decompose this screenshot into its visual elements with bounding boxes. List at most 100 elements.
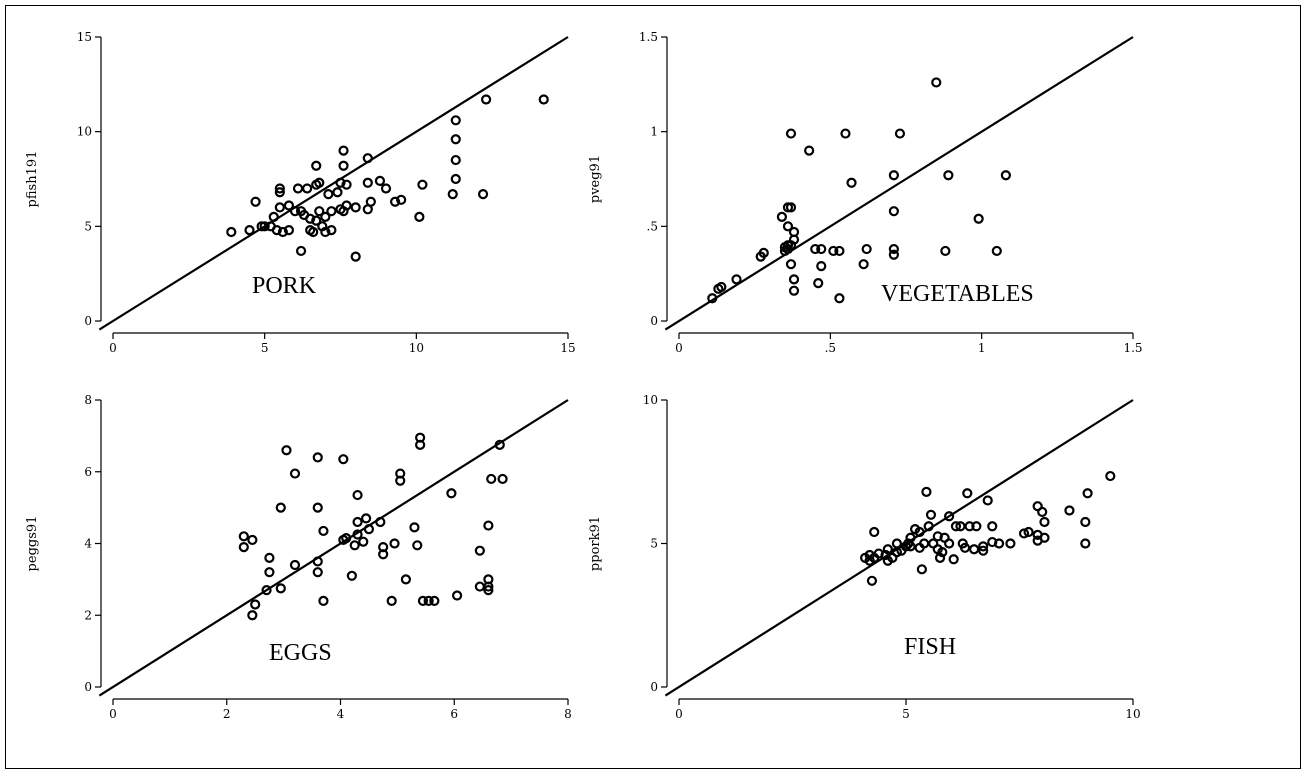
- data-point: [971, 521, 982, 532]
- data-point: [338, 145, 349, 156]
- data-point: [409, 522, 420, 533]
- data-point: [788, 226, 800, 238]
- y-axis-label: ppork91: [588, 516, 603, 571]
- data-point: [274, 183, 285, 194]
- data-point: [1037, 506, 1048, 518]
- data-point: [338, 454, 349, 465]
- data-point: [450, 154, 461, 166]
- data-point: [905, 541, 916, 552]
- data-point: [816, 243, 827, 255]
- data-point: [888, 249, 899, 260]
- data-point: [840, 128, 851, 139]
- data-point: [834, 245, 845, 257]
- data-point: [423, 595, 434, 607]
- data-point: [788, 285, 800, 296]
- data-point: [335, 177, 346, 188]
- x-tick-label: 5: [902, 707, 910, 721]
- y-tick-label: 1.5: [639, 30, 658, 44]
- y-tick-label: 0: [84, 680, 92, 694]
- x-tick-label: 15: [560, 341, 575, 355]
- data-point: [274, 187, 285, 198]
- x-tick-label: 0: [109, 707, 117, 721]
- reference-line: [98, 36, 569, 331]
- data-point: [934, 552, 946, 563]
- y-tick-label: 0: [84, 314, 92, 328]
- x-tick-label: 0: [109, 341, 117, 355]
- x-tick-label: 5: [261, 341, 269, 355]
- data-point: [982, 495, 993, 506]
- data-point: [320, 226, 331, 238]
- data-point: [358, 536, 369, 547]
- data-point: [378, 549, 389, 560]
- data-point: [318, 595, 329, 607]
- data-point: [450, 115, 461, 126]
- data-point: [1005, 538, 1016, 549]
- data-point: [365, 196, 376, 207]
- reference-line: [98, 399, 569, 697]
- data-point: [238, 541, 249, 553]
- data-point: [944, 538, 955, 549]
- data-point: [314, 177, 325, 188]
- data-point: [417, 595, 429, 607]
- data-point: [305, 213, 316, 224]
- data-point: [1105, 470, 1116, 482]
- data-point: [991, 245, 1002, 257]
- data-point: [785, 259, 797, 270]
- data-point: [271, 225, 282, 236]
- data-point: [474, 581, 485, 592]
- panel-3: 0 2 4 6 8 0 2 4 6 8 peggs91 EGGS: [25, 393, 572, 721]
- data-point: [1039, 532, 1050, 543]
- data-point: [380, 183, 392, 194]
- data-point: [538, 94, 549, 105]
- data-point: [987, 521, 998, 532]
- data-point: [264, 567, 275, 578]
- data-point: [481, 94, 492, 105]
- data-point: [959, 542, 971, 553]
- y-axis-label: pveg91: [588, 155, 603, 203]
- data-point: [914, 526, 925, 538]
- data-point: [973, 213, 984, 224]
- data-point: [277, 226, 288, 238]
- data-point: [396, 194, 407, 205]
- data-point: [323, 189, 334, 200]
- data-point: [350, 251, 361, 262]
- panel-1: 0 5 10 15 0 5 10 15 pfish191 PORK: [25, 30, 576, 355]
- data-point: [940, 245, 951, 257]
- data-point: [834, 293, 845, 304]
- x-tick-label: 1.5: [1123, 341, 1142, 355]
- data-point: [1080, 538, 1091, 549]
- y-tick-label: .5: [647, 219, 658, 233]
- data-point: [450, 134, 461, 145]
- data-point: [1023, 526, 1034, 538]
- data-point: [944, 511, 955, 522]
- data-point: [894, 128, 906, 139]
- data-point: [483, 574, 494, 585]
- data-point: [785, 202, 797, 213]
- x-tick-label: 10: [1125, 707, 1140, 721]
- x-tick-label: 4: [337, 707, 345, 721]
- data-point: [414, 211, 425, 222]
- y-tick-label: 10: [77, 125, 92, 139]
- data-point: [731, 274, 742, 285]
- data-point: [891, 538, 903, 549]
- data-point: [362, 153, 373, 164]
- data-point: [350, 202, 361, 213]
- data-point: [250, 196, 261, 207]
- data-point: [415, 439, 426, 450]
- x-tick-label: 0: [675, 707, 683, 721]
- data-point: [412, 540, 423, 551]
- data-point: [332, 187, 343, 198]
- data-point: [446, 488, 457, 499]
- data-point: [395, 475, 406, 486]
- data-point: [389, 538, 400, 549]
- data-point: [861, 243, 872, 255]
- data-point: [931, 77, 942, 88]
- data-point: [311, 160, 322, 171]
- data-point: [247, 610, 258, 621]
- data-point: [326, 225, 337, 236]
- data-point: [352, 489, 363, 501]
- data-point: [274, 202, 285, 213]
- data-point: [314, 206, 325, 217]
- y-tick-label: 1: [650, 125, 658, 139]
- data-point: [474, 545, 485, 556]
